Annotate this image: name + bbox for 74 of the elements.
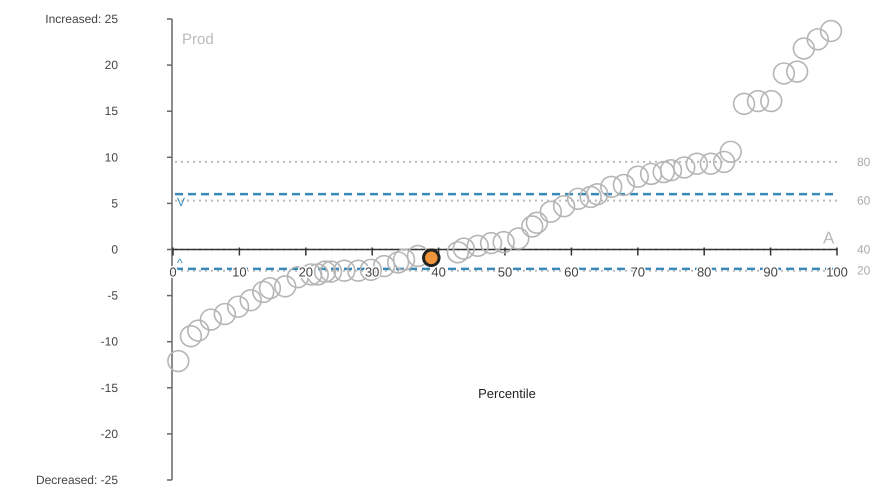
point: [772, 62, 796, 85]
point: [274, 275, 296, 298]
point: [446, 241, 470, 264]
point: [673, 156, 696, 179]
point: [820, 20, 842, 42]
y-tick-label: 10: [104, 150, 118, 164]
point: [660, 159, 682, 182]
x-tick-label: 40: [431, 264, 446, 280]
point: [712, 150, 736, 174]
point: [386, 251, 410, 274]
point: [480, 232, 502, 254]
point: [226, 295, 250, 318]
point: [180, 324, 202, 348]
point: [786, 60, 808, 83]
point: [167, 350, 190, 372]
y-tick-label: -15: [100, 380, 118, 395]
ref-line-label: ^: [177, 256, 183, 270]
point: [214, 302, 236, 326]
point: [521, 215, 544, 238]
y-tick-label: 0: [111, 242, 118, 256]
point: [540, 200, 562, 223]
point: [612, 174, 636, 196]
y-tick-label: 20: [104, 58, 118, 72]
x-axis-title: Percentile: [478, 386, 536, 401]
point: [452, 237, 476, 260]
point: [239, 289, 262, 312]
text: 60: [857, 194, 871, 208]
point: [552, 194, 576, 218]
point: [466, 234, 489, 257]
y-tick-label: -10: [100, 334, 118, 349]
y-tick-label: Decreased: -25: [36, 473, 118, 487]
point: [314, 260, 336, 283]
point: [392, 248, 416, 271]
point: [720, 140, 742, 163]
point: [792, 37, 816, 60]
point: [579, 186, 602, 208]
point: [566, 188, 590, 210]
point: [406, 244, 430, 268]
point: [526, 212, 548, 234]
y-tick-label: Increased: 25: [45, 12, 118, 26]
point: [686, 152, 708, 175]
annotation: Prod: [182, 31, 214, 48]
point: [652, 160, 675, 184]
x-tick-label: 100: [826, 264, 848, 280]
point: [320, 260, 342, 283]
point: [200, 308, 222, 331]
point: [746, 90, 770, 112]
point: [640, 162, 662, 186]
point: [187, 319, 210, 342]
point: [492, 230, 515, 254]
point: [760, 90, 782, 112]
y-tick-label: -20: [100, 426, 118, 441]
point: [626, 165, 650, 188]
ref-line-label: V: [177, 195, 186, 210]
x-tick-label: 20: [298, 264, 314, 280]
point: [586, 183, 608, 206]
x-tick-label: 30: [364, 264, 380, 280]
text: 80: [857, 154, 871, 169]
y-tick-label: -5: [107, 288, 118, 303]
y-tick-label: 5: [111, 196, 118, 210]
point: [422, 248, 441, 268]
text: 40: [857, 242, 871, 256]
point: [252, 280, 275, 304]
point: [732, 92, 756, 116]
point: [333, 260, 356, 282]
point: [806, 28, 829, 50]
point: [700, 152, 722, 175]
x-tick-label: 50: [498, 264, 512, 280]
y-tick-label: 15: [104, 104, 118, 118]
point: [600, 176, 622, 198]
annotation: A: [823, 228, 835, 248]
point: [258, 277, 282, 300]
point: [507, 227, 530, 250]
x-tick-label: 60: [564, 264, 579, 280]
